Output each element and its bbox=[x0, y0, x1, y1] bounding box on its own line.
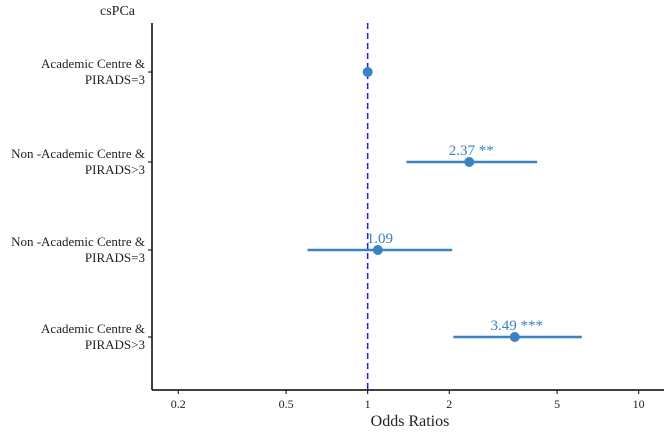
estimate-label: 3.49 *** bbox=[491, 318, 544, 334]
x-tick-label: 10 bbox=[633, 397, 645, 411]
x-axis-title: Odds Ratios bbox=[371, 413, 450, 429]
point-estimate bbox=[464, 157, 475, 167]
x-tick-label: 5 bbox=[554, 397, 560, 411]
y-tick-label-line2: PIRADS=3 bbox=[85, 72, 145, 87]
y-tick-label-line2: PIRADS>3 bbox=[85, 337, 145, 352]
x-tick-label: 2 bbox=[446, 397, 452, 411]
estimate-label: 1.09 bbox=[367, 231, 393, 247]
y-tick-label-line1: Academic Centre & bbox=[41, 321, 145, 336]
y-tick-label-line2: PIRADS>3 bbox=[85, 162, 145, 177]
y-tick-label-line1: Academic Centre & bbox=[41, 56, 145, 71]
point-estimate bbox=[509, 332, 520, 342]
point-estimate bbox=[372, 245, 383, 255]
point-estimate bbox=[362, 67, 373, 77]
x-tick-label: 1 bbox=[365, 397, 371, 411]
y-tick-label-line1: Non -Academic Centre & bbox=[11, 146, 145, 161]
x-tick-label: 0.2 bbox=[171, 397, 186, 411]
chart-title: csPCa bbox=[100, 4, 136, 19]
estimate-label: 2.37 ** bbox=[449, 143, 494, 159]
y-tick-label-line1: Non -Academic Centre & bbox=[11, 234, 145, 249]
x-tick-label: 0.5 bbox=[279, 397, 294, 411]
y-tick-label-line2: PIRADS=3 bbox=[85, 250, 145, 265]
